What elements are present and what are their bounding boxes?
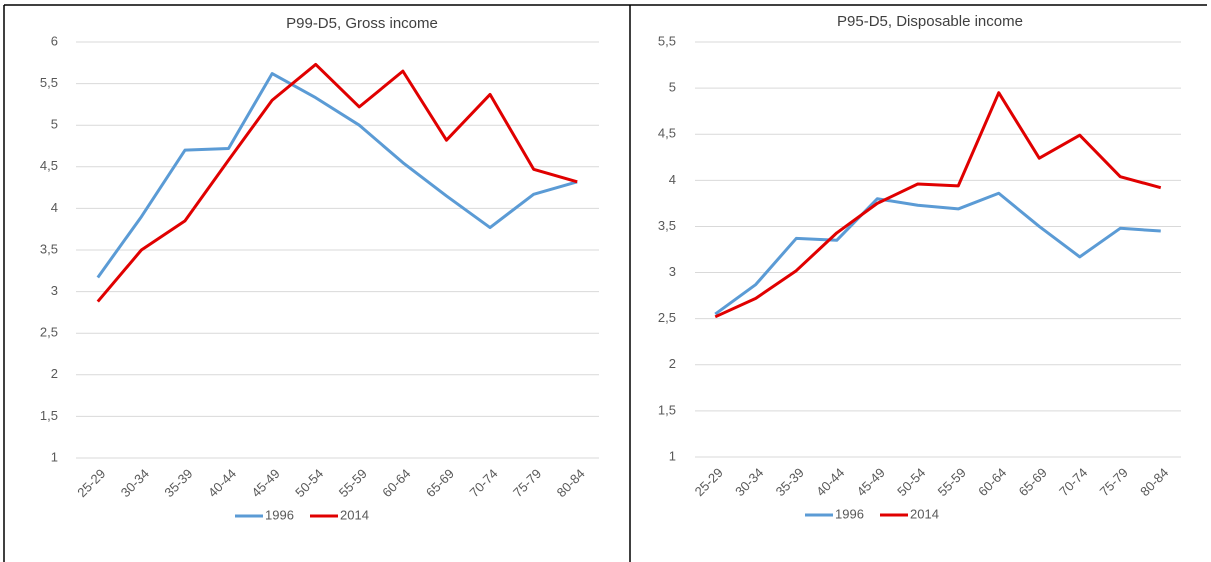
y-tick-label: 5 <box>669 80 676 95</box>
y-tick-label: 5,5 <box>40 75 58 90</box>
x-tick-label: 25-29 <box>692 465 726 499</box>
x-tick-label: 50-54 <box>894 465 928 499</box>
y-tick-label: 2 <box>51 366 58 381</box>
x-tick-label: 80-84 <box>1137 465 1171 499</box>
y-tick-label: 3 <box>51 283 58 298</box>
x-tick-label: 75-79 <box>1097 465 1131 499</box>
y-tick-label: 6 <box>51 33 58 48</box>
legend-label: 1996 <box>835 506 864 521</box>
y-tick-label: 5,5 <box>658 33 676 48</box>
y-tick-label: 2,5 <box>658 310 676 325</box>
data-line <box>714 191 1161 316</box>
x-tick-label: 55-59 <box>935 465 969 499</box>
data-line <box>96 72 578 279</box>
y-tick-label: 1 <box>51 449 58 464</box>
y-tick-label: 3 <box>669 264 676 279</box>
x-tick-label: 50-54 <box>292 466 326 500</box>
y-tick-label: 1 <box>669 448 676 463</box>
x-tick-label: 60-64 <box>379 466 413 500</box>
x-tick-label: 30-34 <box>118 466 152 500</box>
x-tick-label: 60-64 <box>975 465 1009 499</box>
legend-label: 2014 <box>910 506 939 521</box>
x-tick-label: 45-49 <box>249 466 283 500</box>
legend-label: 1996 <box>265 507 294 522</box>
x-tick-label: 40-44 <box>813 465 847 499</box>
x-tick-label: 30-34 <box>732 465 766 499</box>
x-tick-label: 70-74 <box>1056 465 1090 499</box>
y-tick-label: 5 <box>51 117 58 132</box>
x-tick-label: 65-69 <box>423 466 457 500</box>
x-tick-label: 35-39 <box>161 466 195 500</box>
x-tick-label: 35-39 <box>773 465 807 499</box>
data-line <box>96 62 578 303</box>
y-tick-label: 2,5 <box>40 325 58 340</box>
y-tick-label: 1,5 <box>40 408 58 423</box>
chart-title: P99-D5, Gross income <box>286 15 438 32</box>
x-tick-label: 25-29 <box>74 466 108 500</box>
x-tick-label: 70-74 <box>466 466 500 500</box>
x-tick-label: 80-84 <box>554 466 588 500</box>
y-tick-label: 4 <box>669 172 676 187</box>
x-tick-label: 45-49 <box>854 465 888 499</box>
x-tick-label: 40-44 <box>205 466 239 500</box>
y-tick-label: 4,5 <box>658 126 676 141</box>
chart-title: P95-D5, Disposable income <box>837 13 1023 30</box>
y-tick-label: 3,5 <box>658 218 676 233</box>
x-tick-label: 65-69 <box>1016 465 1050 499</box>
y-tick-label: 4,5 <box>40 158 58 173</box>
data-line <box>714 91 1162 319</box>
y-tick-label: 3,5 <box>40 241 58 256</box>
legend-label: 2014 <box>340 507 369 522</box>
x-tick-label: 55-59 <box>336 466 370 500</box>
y-tick-label: 4 <box>51 200 58 215</box>
y-tick-label: 1,5 <box>658 402 676 417</box>
y-tick-label: 2 <box>669 356 676 371</box>
x-tick-label: 75-79 <box>510 466 544 500</box>
